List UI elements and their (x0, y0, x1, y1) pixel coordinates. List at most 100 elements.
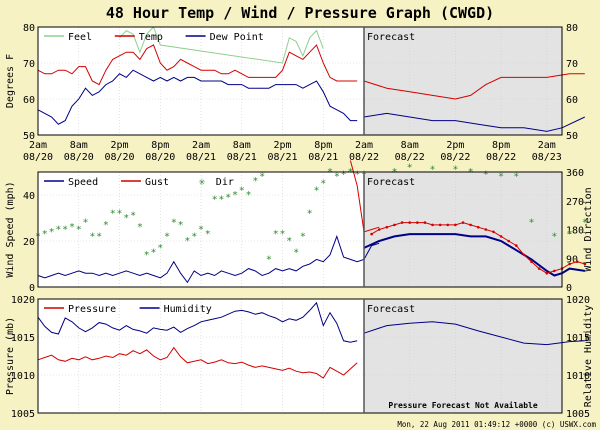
plot-border (37, 171, 563, 288)
series-point (530, 260, 533, 264)
direction-point: * (83, 218, 89, 229)
x-tick-label: 08/22 (486, 152, 516, 163)
y-tick-label: 1020 (11, 295, 35, 306)
direction-point: * (430, 165, 436, 176)
y-tick-label-right: 60 (566, 95, 578, 106)
pressure-note: Pressure Forecast Not Available (388, 400, 537, 410)
series-point (400, 221, 404, 224)
y-tick-label-right: 80 (566, 23, 578, 34)
direction-point: * (239, 185, 245, 196)
series-line (37, 69, 358, 125)
y-tick-label-right: 70 (566, 59, 578, 70)
y-tick-label-right: 0 (566, 283, 572, 294)
legend-label: Temp (139, 32, 163, 43)
y-tick-label: 70 (23, 59, 35, 70)
direction-point: * (164, 231, 170, 242)
x-tick-label: 8am (70, 140, 88, 151)
legend-label: Pressure (68, 304, 116, 315)
y-tick-label-right: 1005 (566, 409, 590, 420)
direction-point: * (551, 231, 557, 242)
direction-point: * (354, 169, 360, 180)
y-tick-label: 40 (23, 191, 35, 202)
y-tick-label-right: 270 (566, 197, 584, 208)
direction-point: * (178, 220, 184, 231)
y-tick-label-right: 50 (566, 131, 578, 142)
legend-label: Gust (145, 177, 169, 188)
series-point (469, 223, 472, 227)
series-point (461, 221, 465, 224)
direction-point: * (55, 225, 61, 236)
legend-label: Dew Point (210, 32, 264, 43)
x-tick-label: 08/21 (308, 152, 338, 163)
direction-point: * (218, 195, 224, 206)
x-tick-label: 08/21 (227, 152, 257, 163)
direction-point: * (320, 179, 326, 190)
series-point (568, 262, 571, 266)
forecast-label: Forecast (367, 177, 415, 188)
direction-point: * (407, 162, 413, 173)
direction-point: * (232, 190, 238, 201)
direction-point: * (259, 172, 265, 183)
series-line (119, 26, 324, 64)
direction-point: * (452, 165, 458, 176)
y-tick-label: 50 (23, 131, 35, 142)
panel-1: 50 60 70 80 50 60 70 80 Degrees F Feel Temp Dew Poi… (5, 23, 586, 163)
series-point (575, 260, 579, 264)
y-tick-label: 20 (23, 237, 35, 248)
direction-point: * (191, 231, 197, 242)
direction-point: * (293, 248, 299, 259)
direction-point: * (341, 169, 347, 180)
x-tick-label: 8am (401, 140, 419, 151)
direction-point: * (273, 229, 279, 240)
x-tick-label: 2am (538, 140, 556, 151)
direction-point: * (76, 225, 82, 236)
direction-point: * (225, 192, 231, 203)
x-tick-label: 08/20 (104, 152, 134, 163)
legend-label: Dir (216, 177, 234, 188)
y-tick-label-right: 90 (566, 254, 578, 265)
series-point (583, 262, 587, 266)
y-tick-label: 1015 (11, 333, 35, 344)
x-tick-label: 08/22 (395, 152, 425, 163)
direction-point: * (130, 211, 136, 222)
plot-border (37, 298, 563, 414)
series-line (37, 234, 380, 284)
direction-point: * (567, 229, 573, 240)
panel-3: 1005 1010 1015 1020 1005 1010 1015 1020 Pressure… (5, 295, 594, 420)
direction-point: * (144, 250, 150, 261)
x-tick-label: 08/20 (145, 152, 175, 163)
series-line (363, 112, 586, 132)
x-tick-label: 2am (192, 140, 210, 151)
y-axis-title: Pressure (mb) (5, 317, 16, 395)
direction-point: * (89, 231, 95, 242)
direction-point: * (184, 236, 190, 247)
y-tick-label: 0 (29, 283, 35, 294)
series-point (553, 269, 556, 273)
legend-label: Feel (68, 32, 92, 43)
series-line (37, 44, 358, 86)
plot-border (37, 26, 563, 136)
direction-point: * (123, 213, 129, 224)
direction-point: * (42, 229, 48, 240)
direction-point: * (300, 231, 306, 242)
y-tick-label: 60 (23, 95, 35, 106)
series-point (431, 223, 434, 227)
direction-point: * (246, 190, 252, 201)
series-point (454, 223, 457, 227)
direction-point: * (171, 218, 177, 229)
x-tick-label: 8pm (314, 140, 332, 151)
series-point (515, 244, 518, 247)
direction-point: * (49, 227, 55, 238)
direction-point: * (483, 169, 489, 180)
direction-point: * (252, 176, 258, 187)
x-tick-label: 08/22 (349, 152, 379, 163)
series-point (545, 271, 549, 275)
direction-point: * (103, 220, 109, 231)
direction-point: * (110, 208, 116, 219)
y-tick-label: 80 (23, 23, 35, 34)
y-axis-title: Wind Speed (mph) (5, 181, 16, 277)
x-tick-label: 08/23 (532, 152, 562, 163)
series-point (537, 267, 541, 270)
series-point (438, 223, 442, 227)
